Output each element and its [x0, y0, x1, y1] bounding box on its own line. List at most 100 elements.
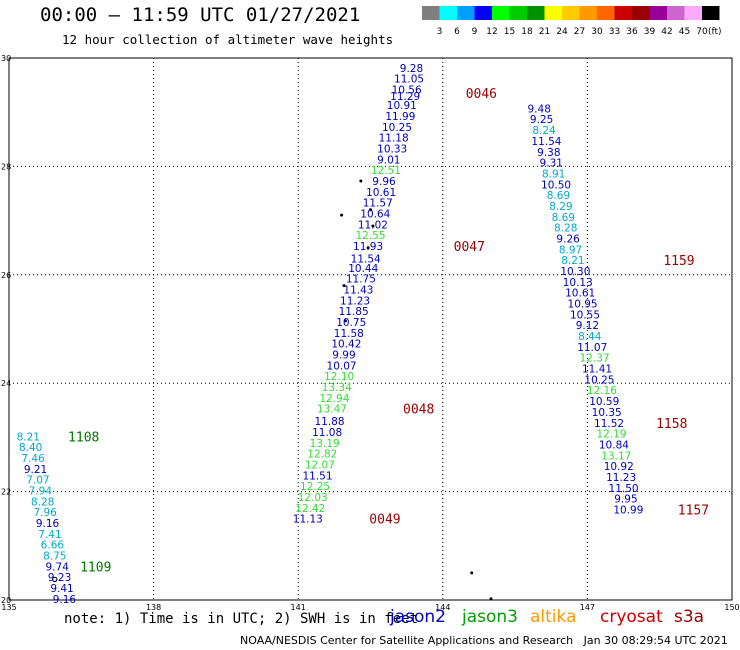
wave-height-value: 10.91 — [387, 100, 417, 112]
wave-height-value: 9.99 — [332, 349, 355, 361]
wave-height-value: 11.13 — [293, 514, 323, 526]
island-marker — [340, 213, 344, 217]
legend-swatch — [439, 6, 457, 20]
island-marker — [470, 571, 474, 575]
wave-height-value: 10.13 — [563, 277, 593, 289]
wave-height-value: 11.52 — [594, 418, 624, 430]
wave-height-value: 12.16 — [587, 385, 617, 397]
wave-height-value: 12.10 — [324, 371, 354, 383]
wave-height-value: 12.55 — [355, 230, 385, 242]
wave-height-value: 11.23 — [606, 472, 636, 484]
wave-height-value: 11.54 — [351, 254, 381, 266]
legend-swatch — [667, 6, 685, 20]
wave-height-value: 10.42 — [331, 339, 361, 351]
x-tick-label: 147 — [580, 603, 595, 612]
x-tick-label: 135 — [1, 603, 16, 612]
legend-bin-label: 36 — [626, 27, 638, 37]
wave-height-value: 11.75 — [346, 274, 376, 286]
legend-swatch — [422, 6, 440, 20]
wave-height-value: 13.47 — [317, 404, 347, 416]
island-marker — [371, 224, 375, 228]
wave-height-value: 10.33 — [377, 144, 407, 156]
wave-height-value: 9.41 — [50, 583, 73, 595]
legend-swatch — [702, 6, 720, 20]
wave-height-value: 9.31 — [540, 158, 563, 170]
wave-height-value: 10.64 — [360, 209, 390, 221]
wave-height-value: 8.24 — [532, 125, 556, 137]
wave-height-value: 12.19 — [596, 429, 626, 441]
legend-swatch — [509, 6, 527, 20]
y-tick-label: 26 — [1, 271, 11, 280]
y-tick-label: 22 — [1, 488, 11, 497]
footer-note: note: 1) Time is in UTC; 2) SWH is in fe… — [64, 611, 419, 627]
wave-height-value: 11.57 — [363, 198, 393, 210]
legend-swatch — [614, 6, 632, 20]
color-legend: 3 6 9 12 15 18 21 24 27 30 33 36 39 42 45 70 (ft) — [422, 6, 722, 37]
legend-bin-label: 21 — [539, 27, 550, 37]
wave-height-value: 9.74 — [46, 561, 70, 573]
wave-height-value: 9.16 — [53, 594, 77, 606]
wave-height-value: 10.30 — [560, 266, 590, 278]
wave-height-value: 12.94 — [319, 393, 349, 405]
island-marker — [342, 284, 346, 288]
y-tick-label: 20 — [1, 596, 11, 605]
time-label: 0046 — [466, 87, 497, 102]
wave-height-value: 11.41 — [582, 364, 612, 376]
legend-swatch — [684, 6, 702, 20]
wave-height-value: 8.29 — [549, 201, 572, 213]
legend-bin-label: 27 — [574, 27, 585, 37]
wave-height-value: 8.21 — [561, 255, 584, 267]
wave-height-value: 10.56 — [392, 84, 422, 96]
legend-swatch — [492, 6, 510, 20]
wave-height-value: 9.48 — [528, 103, 551, 115]
wave-height-value: 11.18 — [379, 133, 409, 145]
legend-bin-label: 70 — [696, 27, 708, 37]
wave-height-value: 9.26 — [556, 233, 580, 245]
wave-height-value: 10.59 — [589, 396, 619, 408]
island-marker — [343, 319, 347, 323]
wave-height-value: 10.07 — [327, 360, 357, 372]
legend-bin-label: 30 — [591, 27, 603, 37]
legend-swatch — [457, 6, 475, 20]
satellite-jason3: jason3 — [462, 607, 518, 627]
page-title: 00:00 – 11:59 UTC 01/27/2021 — [40, 4, 361, 26]
wave-height-value: 10.25 — [382, 122, 412, 134]
wave-height-value: 11.08 — [312, 427, 342, 439]
wave-height-value: 9.21 — [24, 464, 47, 476]
wave-height-value: 11.05 — [394, 74, 424, 86]
time-label: 1158 — [656, 417, 687, 432]
wave-height-value: 9.38 — [537, 147, 560, 159]
wave-height-value: 8.69 — [552, 212, 575, 224]
wave-height-value: 10.55 — [570, 309, 600, 321]
x-tick-label: 141 — [291, 603, 306, 612]
wave-height-value: 12.07 — [305, 460, 335, 472]
island-marker — [52, 576, 58, 583]
legend-bin-label: 24 — [556, 27, 568, 37]
chart-subtitle: 12 hour collection of altimeter wave hei… — [62, 32, 394, 47]
legend-swatch — [632, 6, 650, 20]
wave-height-value: 12.37 — [580, 353, 610, 365]
wave-height-value: 11.51 — [302, 470, 332, 482]
y-tick-label: 30 — [1, 54, 11, 63]
legend-swatch — [562, 6, 580, 20]
legend-swatch — [474, 6, 492, 20]
wave-height-value: 10.92 — [604, 461, 634, 473]
wave-height-value: 6.66 — [41, 540, 65, 552]
wave-height-value: 11.29 — [390, 91, 420, 103]
wave-height-value: 11.07 — [577, 342, 607, 354]
legend-swatch — [649, 6, 667, 20]
time-label: 0047 — [454, 240, 485, 255]
wave-height-value: 10.99 — [613, 504, 643, 516]
wave-height-value: 9.95 — [614, 494, 637, 506]
wave-height-value: 10.25 — [584, 374, 614, 386]
satellite-jason2: jason2 — [390, 607, 446, 627]
wave-height-value: 9.25 — [530, 114, 553, 126]
wave-height-value: 8.97 — [559, 244, 582, 256]
wave-height-value: 7.96 — [33, 507, 57, 519]
footer-credit: NOAA/NESDIS Center for Satellite Applica… — [240, 634, 728, 647]
legend-swatch — [544, 6, 562, 20]
wave-height-value: 8.21 — [17, 431, 40, 443]
wave-height-value: 8.28 — [31, 496, 54, 508]
wave-height-value: 11.50 — [609, 483, 639, 495]
island-marker — [366, 246, 370, 250]
